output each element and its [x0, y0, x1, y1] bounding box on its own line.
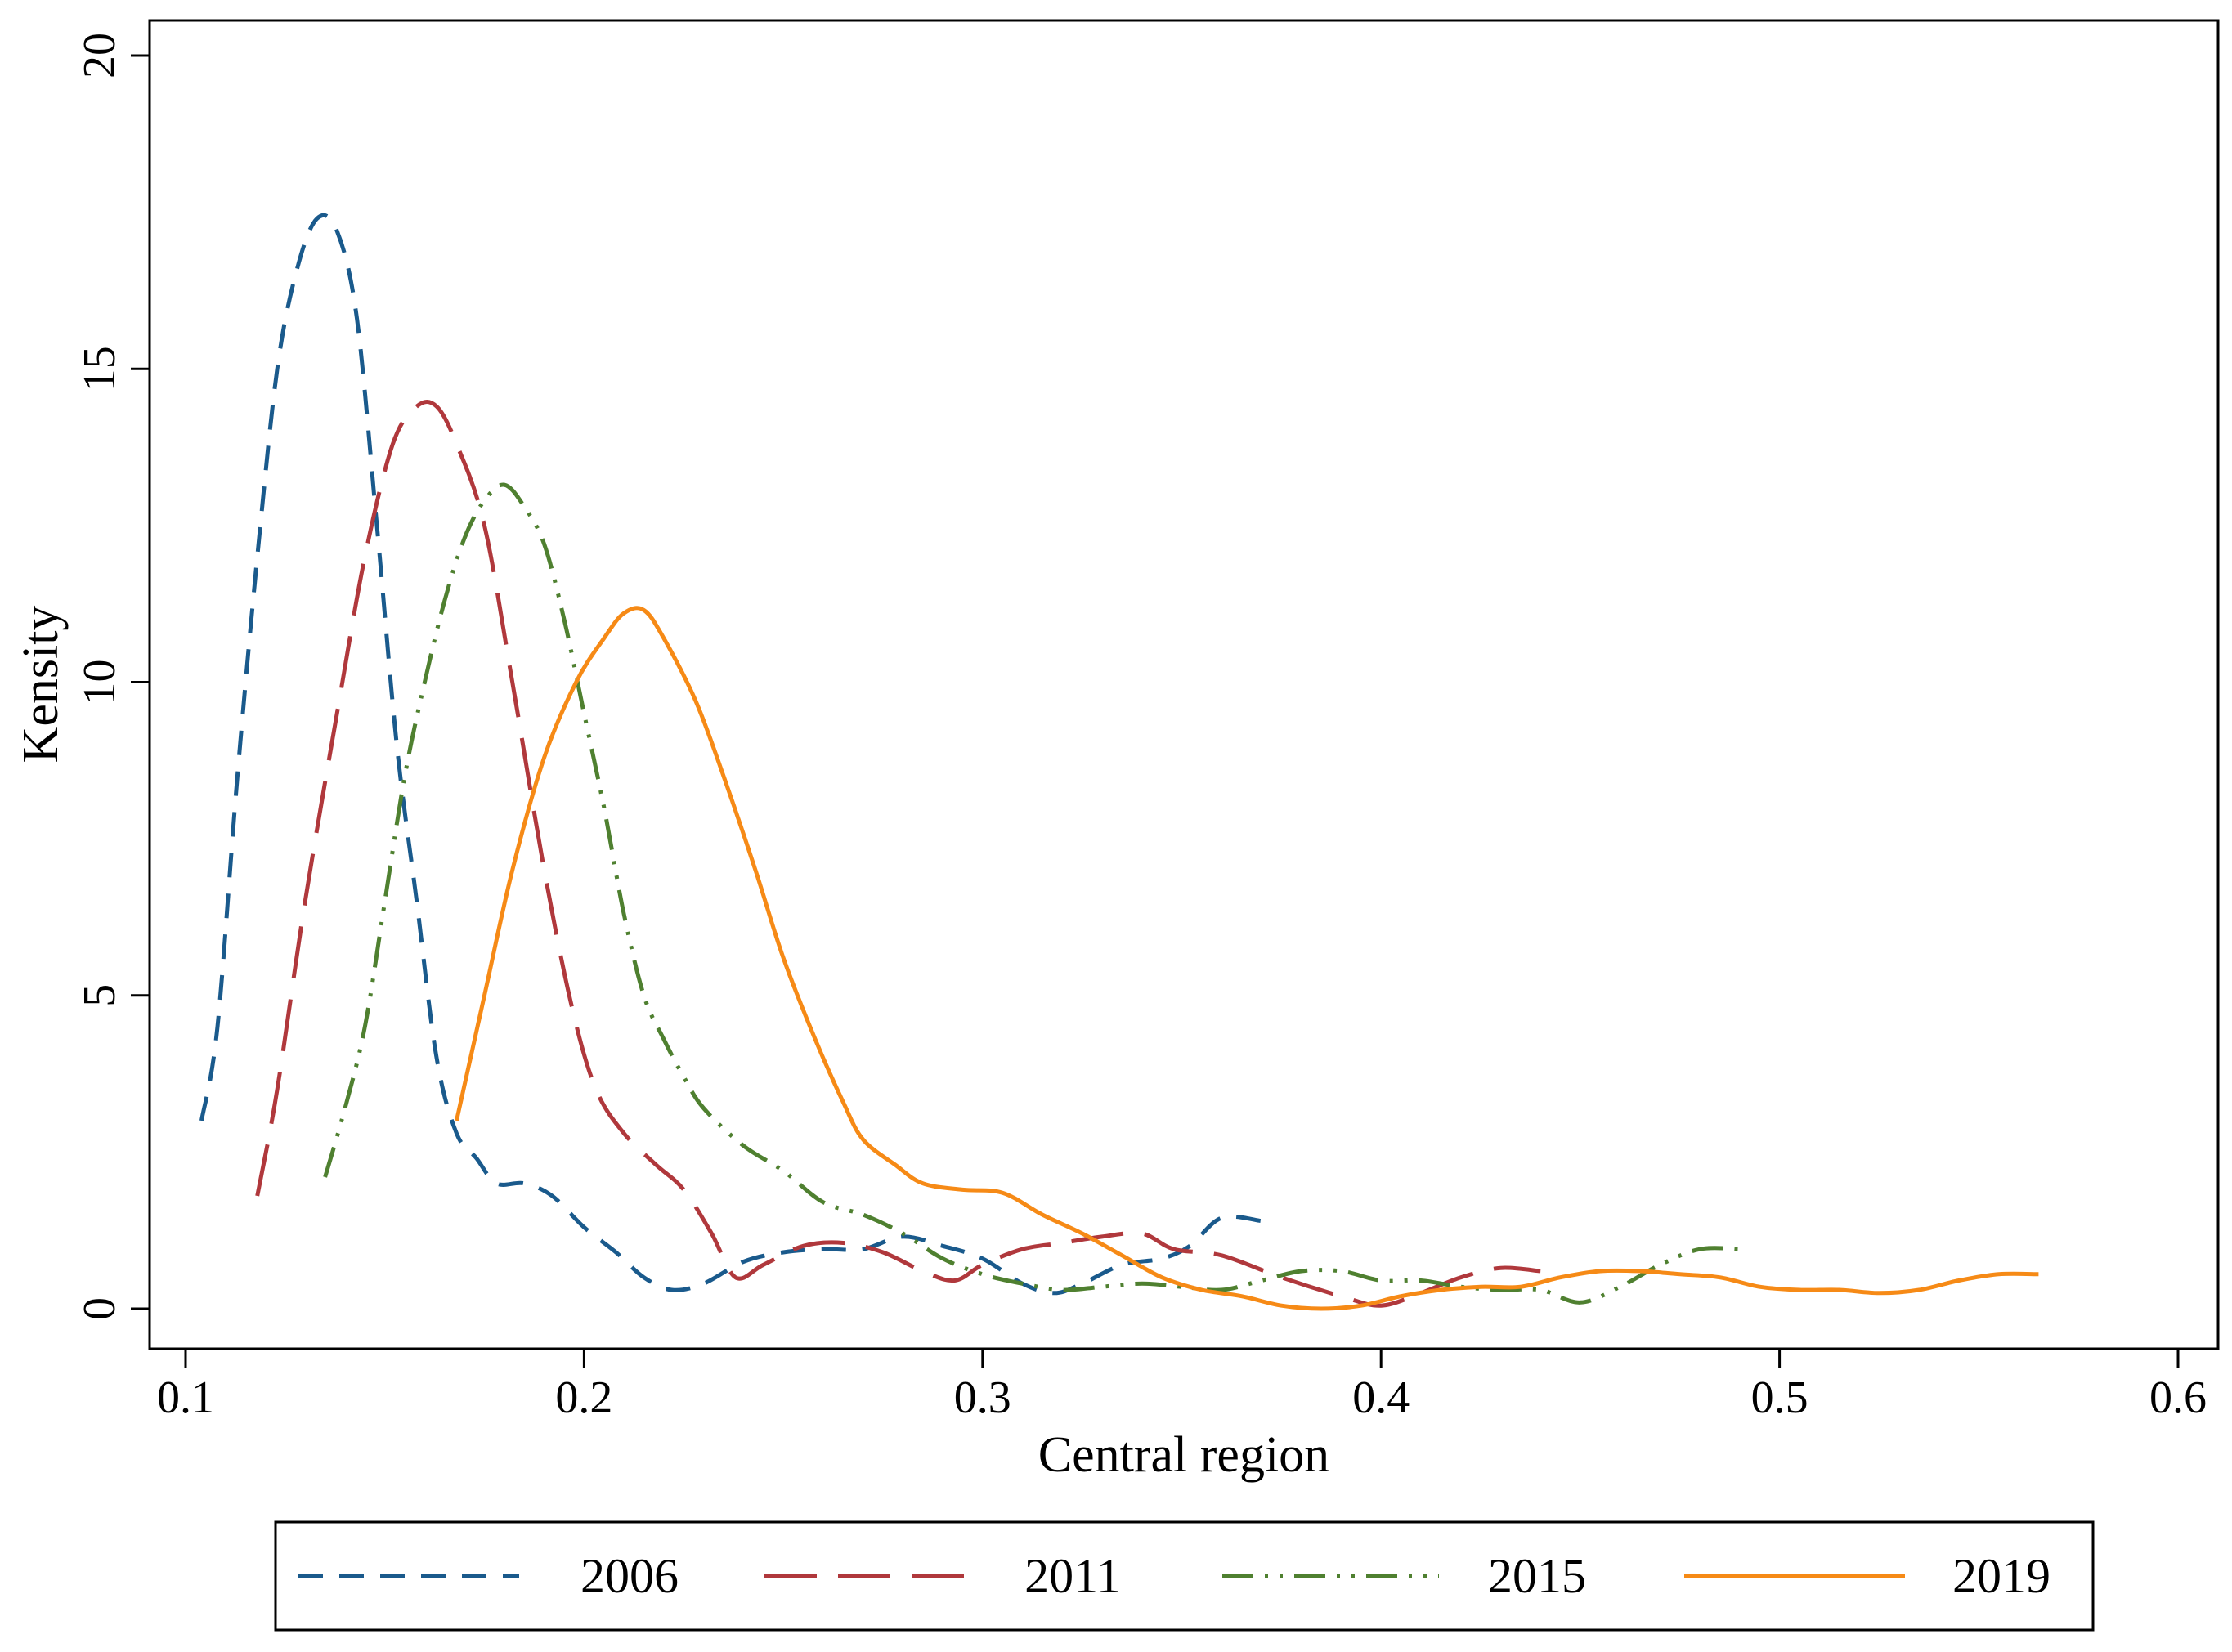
series-line-2006 — [199, 213, 1262, 1296]
legend-label-2006: 2006 — [580, 1549, 679, 1603]
legend-label-2015: 2015 — [1488, 1549, 1586, 1603]
y-tick-label: 5 — [74, 984, 125, 1007]
series-line-2015 — [323, 482, 1740, 1305]
x-tick-label: 0.4 — [1352, 1372, 1410, 1423]
legend-label-2011: 2011 — [1024, 1549, 1121, 1603]
x-tick-label: 0.3 — [954, 1372, 1011, 1423]
y-tick-label: 10 — [74, 660, 125, 705]
series-line-2019 — [454, 606, 2039, 1311]
x-tick-label: 0.5 — [1751, 1372, 1808, 1423]
series-line-2011 — [255, 400, 1541, 1308]
series-layer — [199, 213, 2039, 1311]
x-tick-label: 0.2 — [555, 1372, 612, 1423]
y-axis: 0 5 10 15 20 — [74, 33, 150, 1320]
legend-box — [274, 1520, 2095, 1632]
plot-area-frame — [148, 19, 2220, 1350]
y-axis-title: Kensity — [13, 606, 69, 763]
y-tick-label: 0 — [74, 1297, 125, 1320]
legend: 2006 2011 2015 2019 — [274, 1520, 2095, 1632]
y-tick-label: 20 — [74, 33, 125, 78]
x-tick-label: 0.1 — [157, 1372, 214, 1423]
legend-label-2019: 2019 — [1952, 1549, 2050, 1603]
y-tick-label: 15 — [74, 346, 125, 392]
x-axis: 0.1 0.2 0.3 0.4 0.5 0.6 — [157, 1349, 2207, 1423]
x-axis-title: Central region — [1038, 1427, 1329, 1483]
x-tick-label: 0.6 — [2149, 1372, 2207, 1423]
